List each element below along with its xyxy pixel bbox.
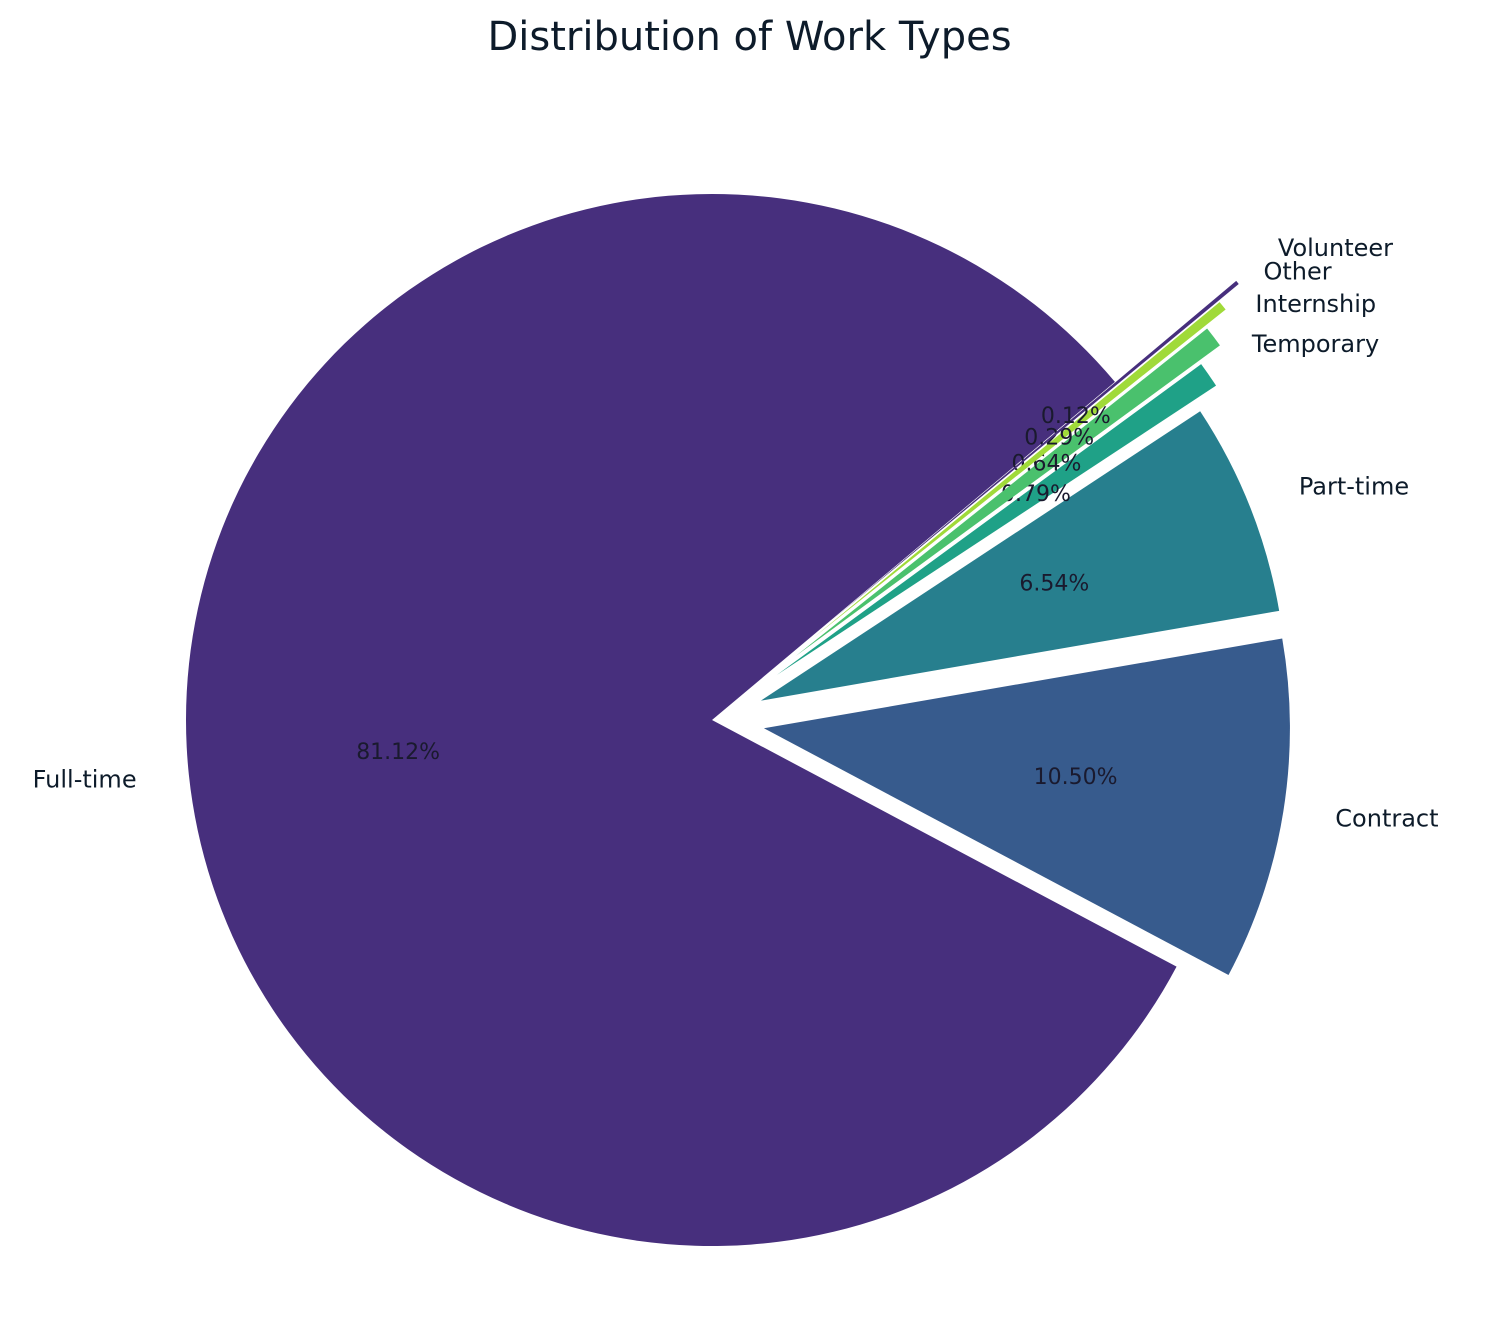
pie-slice-other (814, 302, 1226, 638)
pie-slice-contract (763, 638, 1290, 975)
pct-label-part-time: 6.54% (1019, 571, 1089, 596)
slice-label-contract: Contract (1335, 804, 1438, 832)
slice-label-other: Other (1263, 258, 1331, 286)
pie-slice-full-time (185, 193, 1177, 1246)
pct-label-volunteer: 0.12% (1041, 404, 1111, 429)
pie-slice-temporary (776, 364, 1217, 675)
pct-label-internship: 0.64% (1011, 452, 1081, 477)
pie-slice-volunteer (833, 280, 1239, 620)
pct-label-full-time: 81.12% (356, 740, 440, 765)
slice-label-volunteer: Volunteer (1278, 234, 1393, 262)
pie-slice-internship (795, 328, 1220, 657)
pie-slice-part-time (760, 411, 1280, 701)
slice-label-internship: Internship (1255, 290, 1376, 318)
chart-title: Distribution of Work Types (487, 14, 1012, 60)
slice-label-part-time: Part-time (1299, 473, 1409, 501)
slice-label-full-time: Full-time (33, 766, 137, 794)
slice-label-temporary: Temporary (1251, 330, 1379, 358)
pct-label-contract: 10.50% (1034, 765, 1118, 790)
pct-label-other: 0.29% (1024, 425, 1094, 450)
